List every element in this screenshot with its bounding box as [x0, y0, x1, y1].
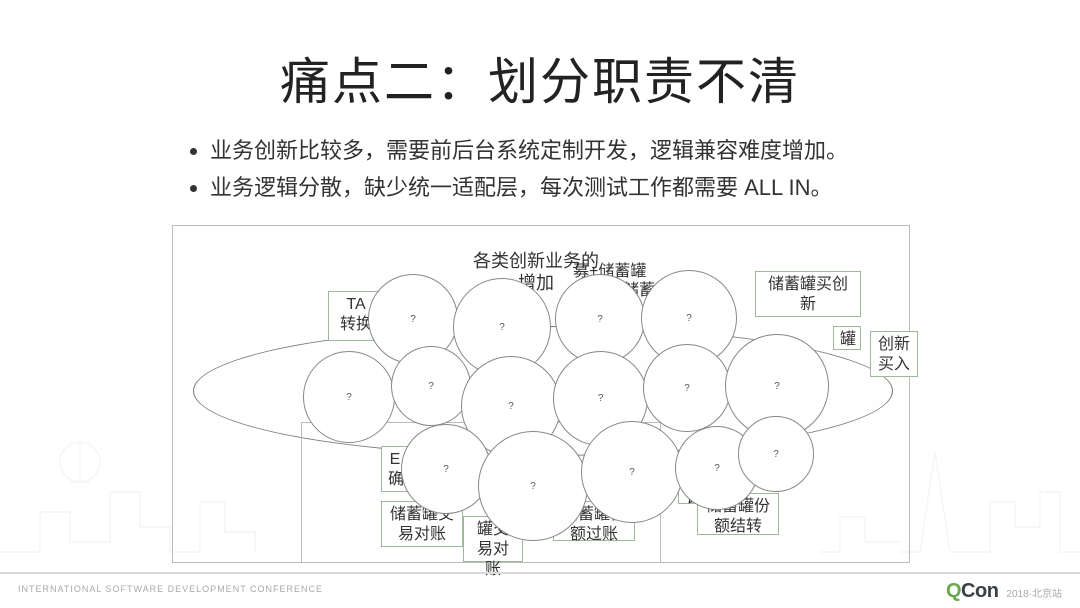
bullet-item: 业务逻辑分散，缺少统一适配层，每次测试工作都需要 ALL IN。	[210, 169, 950, 206]
diagram-label-cxg-buy-new: 储蓄罐买创新	[755, 271, 861, 317]
concept-diagram: 各类创新业务的增加 募+储蓄罐储蓄000 TA转换储蓄罐买创新罐创新买入E确储蓄…	[172, 225, 910, 563]
footer-sub: 2018·北京站	[1006, 585, 1062, 600]
question-bubble	[738, 416, 814, 492]
diagram-label-cx-buy: 创新买入	[870, 331, 918, 377]
diagram-label-guan-frag: 罐	[833, 326, 861, 350]
bullet-list: 业务创新比较多，需要前后台系统定制开发，逻辑兼容难度增加。 业务逻辑分散，缺少统…	[190, 132, 950, 207]
question-bubble	[581, 421, 683, 523]
question-bubble	[391, 346, 471, 426]
footer-left-text: INTERNATIONAL SOFTWARE DEVELOPMENT CONFE…	[18, 584, 323, 594]
question-bubble	[303, 351, 395, 443]
slide-title: 痛点二：划分职责不清	[0, 42, 1080, 114]
qcon-logo-rest: Con	[961, 580, 998, 602]
slide-footer: INTERNATIONAL SOFTWARE DEVELOPMENT CONFE…	[0, 572, 1080, 608]
qcon-logo-q: Q	[946, 580, 961, 602]
qcon-logo: QCon	[946, 580, 998, 603]
question-bubble	[478, 431, 588, 541]
question-bubble	[401, 424, 491, 514]
question-bubble	[643, 344, 731, 432]
footer-right: QCon 2018·北京站	[946, 580, 1062, 603]
bullet-item: 业务创新比较多，需要前后台系统定制开发，逻辑兼容难度增加。	[210, 132, 950, 169]
